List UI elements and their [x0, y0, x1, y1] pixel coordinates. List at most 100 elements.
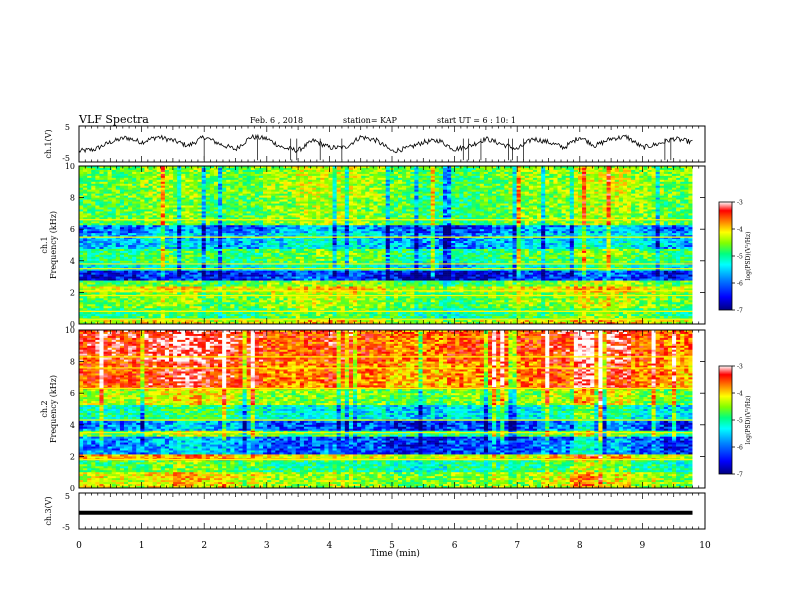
spectrogram-cell: [83, 304, 87, 306]
spectrogram-cell: [140, 233, 144, 235]
spectrogram-cell: [128, 312, 132, 314]
spectrogram-cell: [140, 279, 144, 281]
figure-date: Feb. 6 , 2018: [250, 116, 303, 125]
spectrogram-cell: [112, 194, 116, 196]
spectrogram-cell: [120, 223, 124, 225]
spectrogram-cell: [79, 273, 83, 275]
spectrogram-cell: [132, 275, 136, 277]
spectrogram-cell: [112, 253, 116, 255]
spectrogram-cell: [91, 320, 95, 322]
spectrogram-cell: [144, 298, 148, 300]
spectrogram-cell: [144, 202, 148, 204]
spectrogram-cell: [95, 178, 99, 180]
spectrogram-cell: [87, 296, 91, 298]
spectrogram-cell: [95, 298, 99, 300]
spectrogram-cell: [149, 182, 153, 184]
spectrogram-cell: [136, 227, 140, 229]
spectrogram-cell: [79, 223, 83, 225]
spectrogram-cell: [79, 298, 83, 300]
spectrogram-cell: [104, 243, 108, 245]
spectrogram-cell: [116, 215, 120, 217]
spectrogram-cell: [128, 265, 132, 267]
spectrogram-cell: [136, 255, 140, 257]
spectrogram-cell: [99, 233, 103, 235]
spectrogram-cell: [95, 304, 99, 306]
spectrogram-cell: [144, 206, 148, 208]
spectrogram-cell: [95, 192, 99, 194]
spectrogram-cell: [116, 221, 120, 223]
spectrogram-cell: [79, 215, 83, 217]
spectrogram-cell: [116, 285, 120, 287]
spectrogram-cell: [124, 178, 128, 180]
spectrogram-cell: [108, 178, 112, 180]
spectrogram-cell: [132, 296, 136, 298]
spectrogram-cell: [104, 233, 108, 235]
spectrogram-cell: [124, 200, 128, 202]
spectrogram-cell: [104, 285, 108, 287]
spectrogram-cell: [140, 281, 144, 283]
spectrogram-cell: [136, 180, 140, 182]
spectrogram-cell: [136, 202, 140, 204]
spectrogram-cell: [108, 298, 112, 300]
spectrogram-cell: [91, 296, 95, 298]
spectrogram-cell: [136, 207, 140, 209]
spectrogram-cell: [104, 170, 108, 172]
spectrogram-cell: [95, 176, 99, 178]
spectrogram-cell: [136, 247, 140, 249]
spectrogram-cell: [116, 255, 120, 257]
spectrogram-cell: [87, 207, 91, 209]
spectrogram-cell: [136, 271, 140, 273]
spectrogram-cell: [91, 261, 95, 263]
spectrogram-cell: [79, 202, 83, 204]
spectrogram-cell: [108, 249, 112, 251]
spectrogram-cell: [128, 223, 132, 225]
spectrogram-cell: [124, 273, 128, 275]
spectrogram-cell: [104, 186, 108, 188]
spectrogram-cell: [108, 275, 112, 277]
spectrogram-cell: [128, 231, 132, 233]
spectrogram-cell: [112, 200, 116, 202]
spectrogram-cell: [136, 213, 140, 215]
spectrogram-cell: [87, 188, 91, 190]
spectrogram-cell: [99, 271, 103, 273]
spectrogram-cell: [112, 192, 116, 194]
spectrogram-cell: [104, 202, 108, 204]
spectrogram-cell: [144, 211, 148, 213]
spectrogram-cell: [112, 172, 116, 174]
spectrogram-cell: [132, 207, 136, 209]
spectrogram-cell: [95, 223, 99, 225]
spectrogram-cell: [128, 251, 132, 253]
spectrogram-cell: [95, 229, 99, 231]
spectrogram-cell: [79, 172, 83, 174]
spectrogram-cell: [144, 184, 148, 186]
spectrogram-cell: [124, 209, 128, 211]
spectrogram-cell: [124, 243, 128, 245]
spectrogram-cell: [136, 233, 140, 235]
spectrogram-cell: [108, 196, 112, 198]
spectrogram-cell: [112, 286, 116, 288]
spectrogram-cell: [83, 186, 87, 188]
spectrogram-cell: [91, 257, 95, 259]
spectrogram-cell: [87, 202, 91, 204]
spectrogram-cell: [79, 186, 83, 188]
spectrogram-cell: [116, 239, 120, 241]
spectrogram-cell: [91, 300, 95, 302]
spectrogram-cell: [83, 194, 87, 196]
spectrogram-cell: [91, 223, 95, 225]
spectrogram-cell: [87, 221, 91, 223]
spectrogram-cell: [132, 198, 136, 200]
spectrogram-cell: [112, 190, 116, 192]
spectrogram-cell: [140, 261, 144, 263]
spectrogram-cell: [128, 281, 132, 283]
spectrogram-cell: [83, 184, 87, 186]
spectrogram-cell: [83, 225, 87, 227]
spectrogram-cell: [140, 176, 144, 178]
spectrogram-cell: [128, 207, 132, 209]
spectrogram-cell: [128, 308, 132, 310]
spectrogram-cell: [99, 231, 103, 233]
spectrogram-cell: [91, 200, 95, 202]
spectrogram-cell: [91, 215, 95, 217]
spectrogram-cell: [144, 265, 148, 267]
spectrogram-cell: [112, 251, 116, 253]
spectrogram-cell: [116, 188, 120, 190]
